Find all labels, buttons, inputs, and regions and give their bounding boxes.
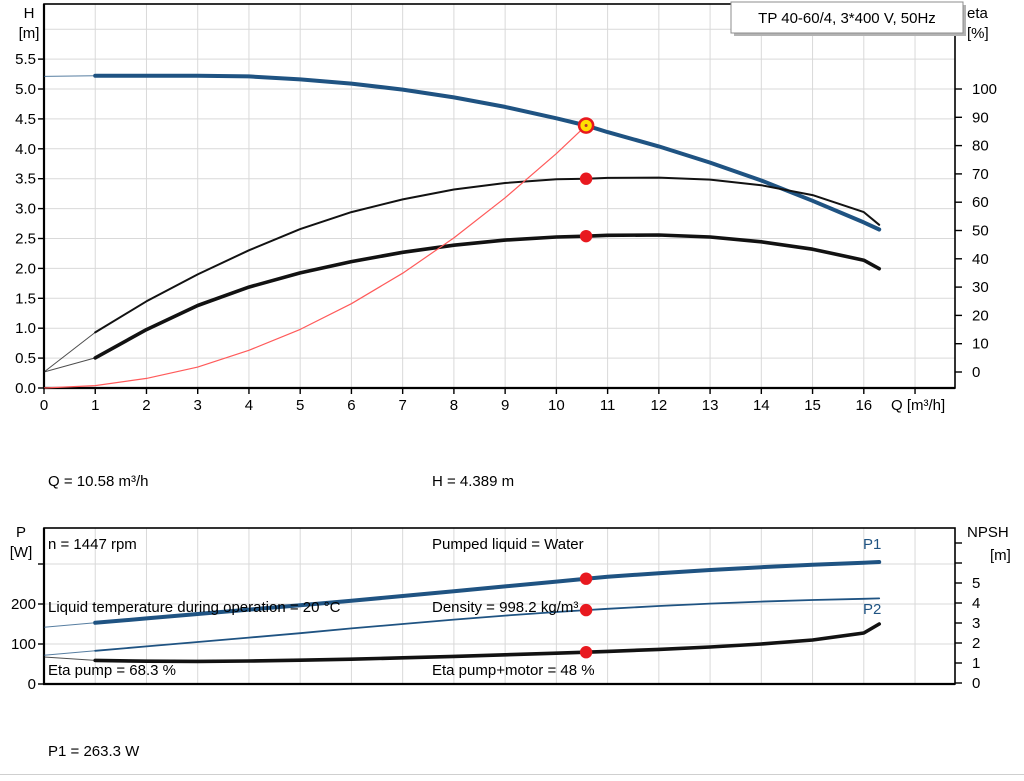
left-axis-tick-label: 1.5 <box>15 290 36 307</box>
right-axis-title-unit: [m] <box>990 547 1011 564</box>
x-axis-tick-label: 9 <box>501 397 509 414</box>
left-axis-tick-label: 0.5 <box>15 350 36 367</box>
chart-title: TP 40-60/4, 3*400 V, 50Hz <box>758 10 936 27</box>
x-axis-tick-label: 4 <box>245 397 253 414</box>
x-axis-tick-label: 13 <box>702 397 719 414</box>
left-axis-title: P <box>16 524 26 541</box>
info-q: Q = 10.58 m³/h <box>48 473 149 490</box>
x-axis-tick-label: 14 <box>753 397 770 414</box>
left-axis-tick-label: 3.0 <box>15 201 36 218</box>
x-axis-unit-label: Q [m³/h] <box>891 397 945 414</box>
p1-point-marker <box>579 572 593 585</box>
x-axis-tick-label: 7 <box>398 397 406 414</box>
left-axis-tick-label: 5.0 <box>15 81 36 98</box>
npsh-curve-lead-in <box>43 656 96 661</box>
x-axis-tick-label: 5 <box>296 397 304 414</box>
head-curve <box>93 73 882 232</box>
result-p1: P1 = 263.3 W <box>48 743 140 760</box>
left-axis-tick-label: 200 <box>11 596 36 613</box>
x-axis-tick-label: 1 <box>91 397 99 414</box>
x-axis-tick-label: 8 <box>450 397 458 414</box>
info-eta-pump: Eta pump = 68.3 % <box>48 662 176 679</box>
p1-curve <box>93 560 882 625</box>
left-axis-tick-label: 3.5 <box>15 171 36 188</box>
right-axis-tick-label: 20 <box>972 307 989 324</box>
eta-pump-motor-curve <box>93 233 882 360</box>
right-axis-title: eta <box>967 5 989 22</box>
right-axis-tick-label: 5 <box>972 575 980 592</box>
eta-pump-motor-curve-lead-in <box>43 357 96 373</box>
x-axis-tick-label: 0 <box>40 397 48 414</box>
right-axis-tick-label: 100 <box>972 81 997 98</box>
left-axis-title-unit: [m] <box>19 25 40 42</box>
right-axis-tick-label: 90 <box>972 109 989 126</box>
left-axis-tick-label: 5.5 <box>15 51 36 68</box>
left-axis-tick-label: 4.5 <box>15 111 36 128</box>
right-axis-tick-label: 60 <box>972 194 989 211</box>
eta-pump-curve-lead-in <box>43 332 96 373</box>
x-axis-tick-label: 2 <box>142 397 150 414</box>
right-axis-tick-label: 1 <box>972 655 980 672</box>
system-curve <box>43 125 587 389</box>
left-axis-title: H <box>24 5 35 22</box>
chart-title-box <box>730 1 964 34</box>
x-axis-tick-label: 3 <box>194 397 202 414</box>
duty-point-center <box>584 124 588 128</box>
left-axis-tick-label: 0.0 <box>15 380 36 397</box>
x-axis-tick-label: 12 <box>651 397 668 414</box>
right-axis-tick-label: 0 <box>972 675 980 692</box>
info-block-right: H = 4.389 m Pumped liquid = Water Densit… <box>432 429 595 723</box>
right-axis-tick-label: 30 <box>972 279 989 296</box>
eta-pump-point-marker <box>579 172 593 185</box>
npsh-curve <box>93 622 882 664</box>
p1-curve-lead-in <box>43 622 96 628</box>
result-block: P1 = 263.3 W P2 = 184.8 W NPSH = 1.54 m <box>48 699 153 781</box>
left-axis-tick-label: 2.5 <box>15 231 36 248</box>
p2-curve-lead-in <box>43 650 96 656</box>
right-axis-tick-label: 50 <box>972 223 989 240</box>
x-axis-tick-label: 16 <box>855 397 872 414</box>
info-density: Density = 998.2 kg/m³ <box>432 599 579 616</box>
left-axis-tick-label: 0 <box>28 676 36 693</box>
left-axis-tick-label: 100 <box>11 636 36 653</box>
left-axis-title-unit: [W] <box>10 544 33 561</box>
x-axis-tick-label: 15 <box>804 397 821 414</box>
top-chart: 0 1 2 3 4 5 6 7 8 9 10 11 12 13 14 15 16 Q [m³/h]0.00.51.… <box>15 1 997 414</box>
section-separator <box>0 774 1024 775</box>
right-axis-tick-label: 80 <box>972 138 989 155</box>
x-axis-tick-label: 11 <box>600 397 616 414</box>
right-axis-tick-label: 10 <box>972 336 989 353</box>
left-axis-tick-label: 4.0 <box>15 141 36 158</box>
info-pumped-liquid: Pumped liquid = Water <box>432 536 584 553</box>
right-axis-tick-label: 40 <box>972 251 989 268</box>
head-curve-lead-in <box>43 75 96 77</box>
p2-point-marker <box>579 603 593 617</box>
right-axis-tick-label: 2 <box>972 635 980 652</box>
p1-label: P1 <box>863 536 881 553</box>
eta-pump-motor-point-marker <box>579 229 593 243</box>
npsh-point-marker <box>579 646 593 659</box>
right-axis-tick-label: 70 <box>972 166 989 183</box>
right-axis-tick-label: 3 <box>972 615 980 632</box>
info-head: H = 4.389 m <box>432 473 515 490</box>
x-axis-tick-label: 10 <box>548 397 565 414</box>
left-axis-tick-label: 1.0 <box>15 320 36 337</box>
info-eta-pump-motor: Eta pump+motor = 48 % <box>432 662 595 679</box>
p2-label: P2 <box>863 601 881 618</box>
left-axis-tick-label: 2.0 <box>15 260 36 277</box>
bottom-chart: 0 100 200 0 1 2 3 4 5 P [W] NPSH [m] P1 P2 <box>10 524 1011 693</box>
info-speed: n = 1447 rpm <box>48 536 137 553</box>
right-axis-title: NPSH <box>967 524 1009 541</box>
right-axis-title-unit: [%] <box>967 25 989 42</box>
info-block-left: Q = 10.58 m³/h n = 1447 rpm Liquid tempe… <box>48 429 340 723</box>
eta-pump-curve <box>94 176 881 334</box>
x-axis-tick-label: 6 <box>347 397 355 414</box>
right-axis-tick-label: 4 <box>972 595 980 612</box>
right-axis-tick-label: 0 <box>972 364 980 381</box>
info-liquid-temperature: Liquid temperature during operation = 20… <box>48 599 341 616</box>
p2-curve <box>94 597 881 652</box>
